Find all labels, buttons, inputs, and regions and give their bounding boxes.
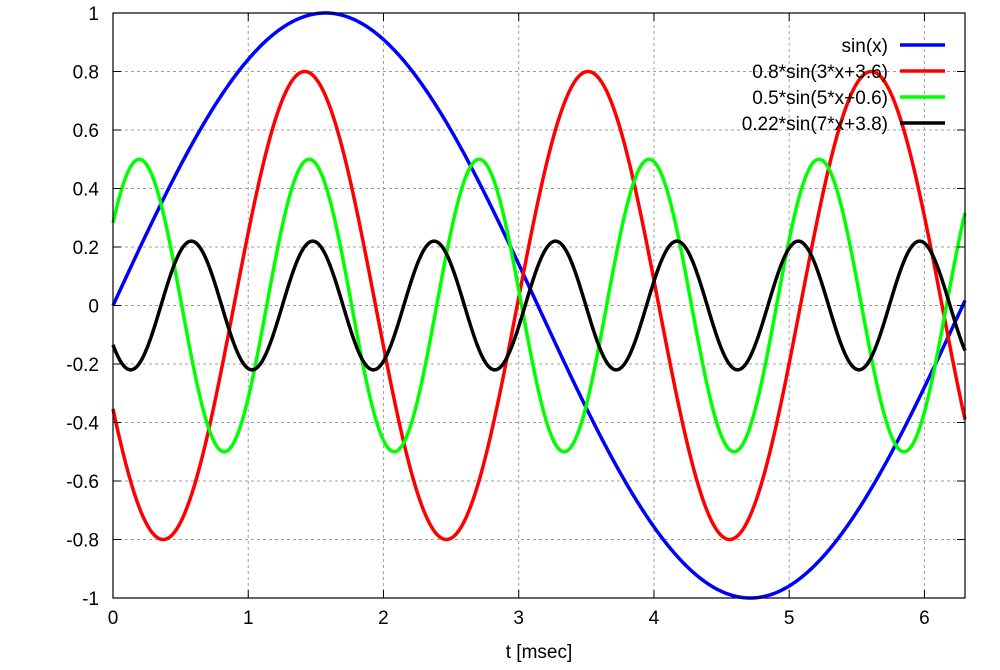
x-tick-label: 2 xyxy=(378,608,389,629)
x-tick-label: 4 xyxy=(649,608,660,629)
x-tick-label: 5 xyxy=(784,608,795,629)
series-line-3 xyxy=(111,157,967,454)
y-tick-label: -0.2 xyxy=(66,355,99,376)
y-tick-label: -0.6 xyxy=(66,472,99,493)
legend-label: 0.8*sin(3*x+3.6) xyxy=(752,62,888,83)
x-tick-label: 1 xyxy=(243,608,254,629)
legend: sin(x) 0.8*sin(3*x+3.6) 0.5*sin(5*x+0.6) 0.… xyxy=(742,36,945,135)
y-tick-label: 0.2 xyxy=(73,238,99,259)
y-tick-label: 0 xyxy=(88,297,99,318)
y-tick-label: 0.8 xyxy=(73,63,99,84)
x-tick-label: 3 xyxy=(513,608,524,629)
y-tick-label: 0.6 xyxy=(73,121,99,142)
x-tick-label: 6 xyxy=(919,608,930,629)
y-tick-label: 1 xyxy=(88,4,99,25)
legend-label: 0.5*sin(5*x+0.6) xyxy=(752,88,888,109)
series-line-1 xyxy=(111,11,967,600)
axis-ticks: 0 1 2 3 4 5 6 -1 -0.8 -0.6 -0.4 -0.2 0 0.2 0.4 0.6 0.8 1 xyxy=(66,4,965,629)
y-tick-label: -0.8 xyxy=(66,531,99,552)
y-tick-label: -0.4 xyxy=(66,414,99,435)
series-lines xyxy=(111,11,967,600)
series-line-2 xyxy=(111,69,967,542)
series-line-4 xyxy=(111,239,967,372)
x-axis-label: t [msec] xyxy=(506,642,573,663)
x-tick-label: 0 xyxy=(108,608,119,629)
legend-label: 0.22*sin(7*x+3.8) xyxy=(742,114,888,135)
y-tick-label: -1 xyxy=(82,589,99,610)
y-tick-label: 0.4 xyxy=(73,180,100,201)
legend-label: sin(x) xyxy=(842,36,888,57)
